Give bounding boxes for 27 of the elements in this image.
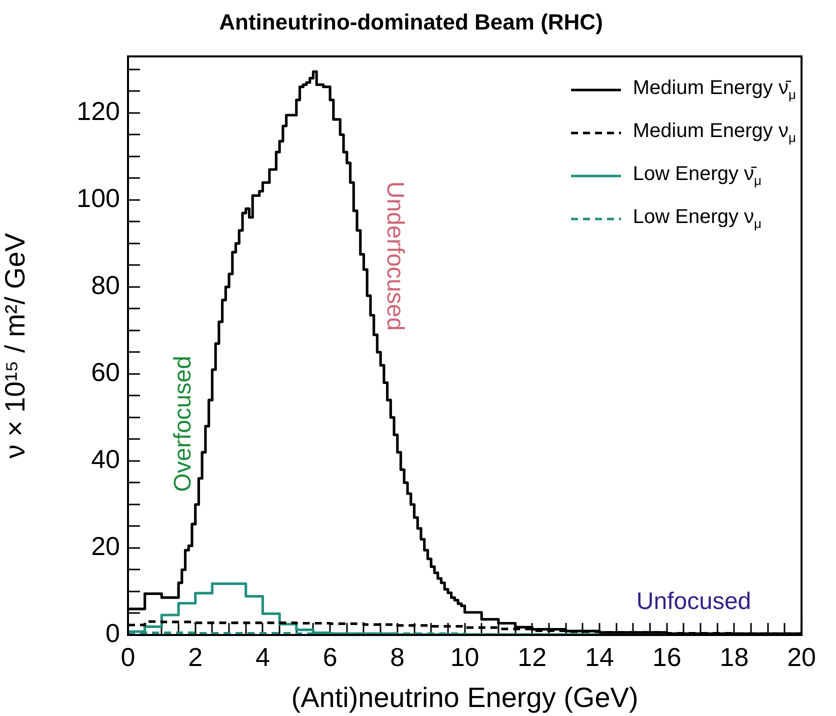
y-tick-label: 80 (91, 270, 120, 300)
y-tick-label: 60 (91, 357, 120, 388)
x-tick-label: 10 (450, 642, 480, 672)
x-tick-label: 2 (188, 642, 203, 672)
x-tick-label: 14 (585, 642, 614, 672)
x-tick-label: 12 (518, 642, 547, 672)
y-axis-title: ν × 10¹⁵ / m²/ GeV (0, 232, 31, 458)
x-tick-label: 4 (255, 642, 270, 672)
legend-label: Low Energy ν$_{μ}$ (632, 206, 762, 231)
x-axis-title: (Anti)neutrino Energy (GeV) (291, 682, 638, 713)
annotation: Overfocused (170, 356, 197, 492)
x-tick-label: 8 (390, 642, 405, 672)
x-tick-label: 6 (322, 642, 338, 672)
x-tick-label: 16 (652, 642, 682, 672)
y-tick-label: 40 (91, 444, 120, 474)
annotation: Underfocused (381, 181, 408, 331)
legend-label: Medium Energy ν̄$_{μ}$ (632, 77, 796, 102)
x-tick-label: 20 (787, 642, 816, 672)
annotation: Unfocused (636, 588, 752, 616)
y-tick-label: 120 (76, 96, 120, 126)
legend-label: Low Energy ν̄$_{μ}$ (632, 163, 762, 188)
x-tick-label: 18 (720, 642, 749, 672)
legend-label: Medium Energy ν$_{μ}$ (632, 120, 796, 145)
y-tick-label: 20 (91, 531, 120, 562)
y-tick-label: 100 (76, 183, 120, 214)
y-tick-label: 0 (106, 618, 120, 648)
chart-title: Antineutrino-dominated Beam (RHC) (219, 9, 603, 34)
